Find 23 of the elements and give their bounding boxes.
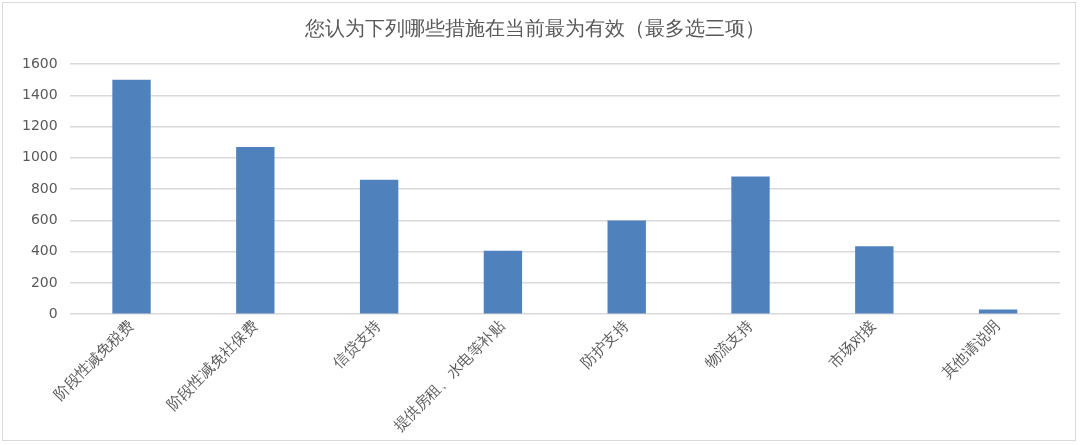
x-tick-label: 防护支持 [577, 317, 632, 371]
bar [731, 176, 770, 314]
x-tick-label: 提供房租、水电等补贴 [390, 317, 508, 435]
y-tick-label: 1200 [21, 117, 58, 134]
y-tick-label: 400 [30, 242, 58, 259]
x-tick-label: 信贷支持 [330, 317, 385, 371]
y-tick-label: 600 [30, 211, 58, 228]
x-tick-label: 物流支持 [701, 317, 756, 371]
y-tick-label: 800 [30, 179, 58, 196]
x-tick-label: 市场对接 [825, 317, 880, 371]
bar [359, 179, 399, 314]
bar [855, 246, 894, 314]
x-tick-label: 阶段性减免社保费 [164, 317, 261, 414]
bar [236, 146, 275, 314]
bar [607, 220, 646, 314]
y-tick-label: 1000 [21, 148, 58, 165]
x-tick-label: 其他请说明 [938, 317, 1004, 382]
y-tick-label: 1400 [21, 85, 58, 102]
y-tick-label: 1600 [21, 54, 58, 71]
y-tick-label: 200 [30, 273, 58, 290]
chart-title: 您认为下列哪些措施在当前最为有效（最多选三项） [304, 16, 765, 41]
bar [112, 79, 151, 314]
bar [483, 250, 523, 314]
